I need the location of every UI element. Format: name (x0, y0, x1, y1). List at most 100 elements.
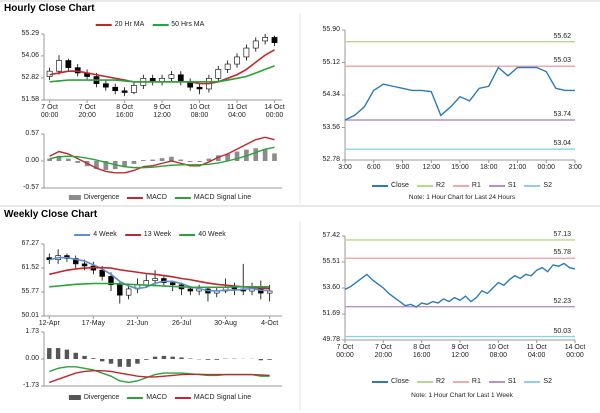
macd-line (49, 370, 270, 384)
divergence-bar (150, 159, 156, 161)
legend-label: 4 Week (93, 231, 117, 238)
x-tick-label: 15:00 (451, 164, 469, 171)
candle-body (117, 284, 123, 296)
divergence-bar (169, 156, 174, 161)
y-tick-label: 52.82 (21, 73, 39, 81)
divergence-bar (66, 158, 71, 161)
legend-item: S2 (524, 378, 552, 385)
divergence-bar (152, 356, 158, 359)
divergence-bar (267, 359, 272, 360)
divergence-bar (170, 356, 175, 359)
divergence-bar (272, 153, 277, 161)
divergence-bar (135, 359, 140, 364)
y-tick-label: 55.51 (322, 258, 340, 265)
divergence-bar (205, 359, 211, 360)
legend-label: 50 Hrs MA (171, 21, 205, 28)
legend-swatch (452, 184, 469, 187)
legend-label: S2 (543, 182, 552, 189)
legend-item: R2 (416, 378, 445, 385)
candle-body (125, 288, 132, 296)
divergence-bar (144, 359, 149, 360)
level-label: 55.62 (553, 32, 571, 40)
legend-swatch (174, 196, 191, 199)
y-tick-label: 0.57 (25, 130, 39, 137)
legend-item: MACD Signal Line (174, 394, 252, 401)
divergence-bar (122, 161, 127, 168)
divergence-bar (94, 161, 99, 170)
candle-body (168, 74, 175, 79)
y-tick-label: -1.73 (23, 382, 39, 389)
candle-body (73, 258, 79, 265)
candle-body (121, 90, 128, 93)
candle-body (152, 278, 158, 281)
candle-body (187, 288, 194, 292)
x-tick-label: 11 Oct 04:00 (226, 104, 248, 119)
divergence-bar (187, 161, 193, 162)
legend-label: 20 Hr MA (114, 21, 145, 28)
x-tick-label: 14 Oct 00:00 (264, 104, 285, 119)
legend-item: S1 (488, 378, 516, 385)
divergence-bar (140, 160, 146, 161)
candle-body (74, 67, 81, 74)
candle-body (196, 86, 203, 90)
x-tick-label: 00:00 (537, 164, 556, 171)
legend-label: MACD (146, 194, 167, 201)
level-label: 53.04 (553, 140, 571, 148)
divergence-bar (159, 158, 165, 161)
legend-item: 13 Week (124, 231, 172, 238)
level-label: 55.78 (553, 249, 571, 257)
divergence-bar (131, 161, 137, 164)
legend-swatch (488, 380, 505, 383)
legend-label: R1 (471, 378, 481, 385)
x-tick-label: 14 Oct 00:00 (564, 344, 586, 359)
legend-swatch (179, 233, 196, 236)
candle-body (169, 282, 176, 286)
candle-body (252, 40, 259, 49)
y-tick-label: 50.01 (21, 312, 39, 319)
candle-body (262, 37, 269, 42)
y-tick-label: 1.73 (25, 328, 39, 335)
legend-item: Divergence (68, 394, 119, 401)
legend: Divergence MACD MACD Signal Line (68, 394, 252, 401)
y-tick-label: 0.00 (25, 157, 39, 164)
legend-swatch (74, 233, 91, 236)
y-tick-label: 0.00 (25, 355, 39, 362)
level-label: 50.03 (553, 327, 571, 335)
moving-average-line (49, 65, 275, 83)
x-tick-label: 12-Apr (38, 320, 60, 327)
x-tick-label: 10 Oct 08:00 (488, 344, 509, 359)
legend-label: R1 (471, 182, 481, 189)
legend-item: 20 Hr MA (95, 21, 145, 28)
legend-label: R2 (435, 378, 445, 385)
y-tick-label: 54.34 (322, 91, 340, 98)
candle-body (177, 74, 184, 83)
legend-label: MACD (146, 394, 167, 401)
legend-swatch (372, 380, 389, 383)
x-tick-label: 30-Aug (214, 320, 237, 327)
legend-label: 13 Week (143, 231, 172, 238)
x-tick-label: 4-Oct (261, 320, 279, 327)
divergence-bar (103, 161, 109, 170)
legend-label: Divergence (83, 194, 120, 201)
x-tick-label: 7 Oct 20:00 (78, 104, 96, 119)
y-tick-label: 55.12 (322, 58, 340, 66)
divergence-bar (161, 355, 167, 359)
y-tick-label: 52.78 (322, 156, 340, 163)
y-tick-label: 53.60 (322, 284, 340, 291)
legend-item: MACD Signal Line (174, 194, 251, 201)
divergence-bar (55, 348, 61, 359)
legend-item: S2 (524, 182, 552, 189)
candle-body (131, 85, 137, 93)
y-tick-label: 49.78 (322, 336, 340, 343)
x-tick-label: 9 Oct 12:00 (451, 344, 469, 359)
candle-body (102, 83, 109, 88)
legend-swatch (524, 184, 541, 187)
chart-note: Note: 1 Hour Chart for Last 24 Hours (408, 194, 516, 201)
divergence-bar (215, 155, 221, 161)
divergence-bar (206, 158, 212, 161)
divergence-bar (253, 148, 259, 161)
legend: 4 Week 13 Week 40 Week (74, 231, 226, 238)
legend-label: MACD Signal Line (193, 394, 252, 401)
legend: Divergence MACD MACD Signal Line (68, 194, 251, 201)
